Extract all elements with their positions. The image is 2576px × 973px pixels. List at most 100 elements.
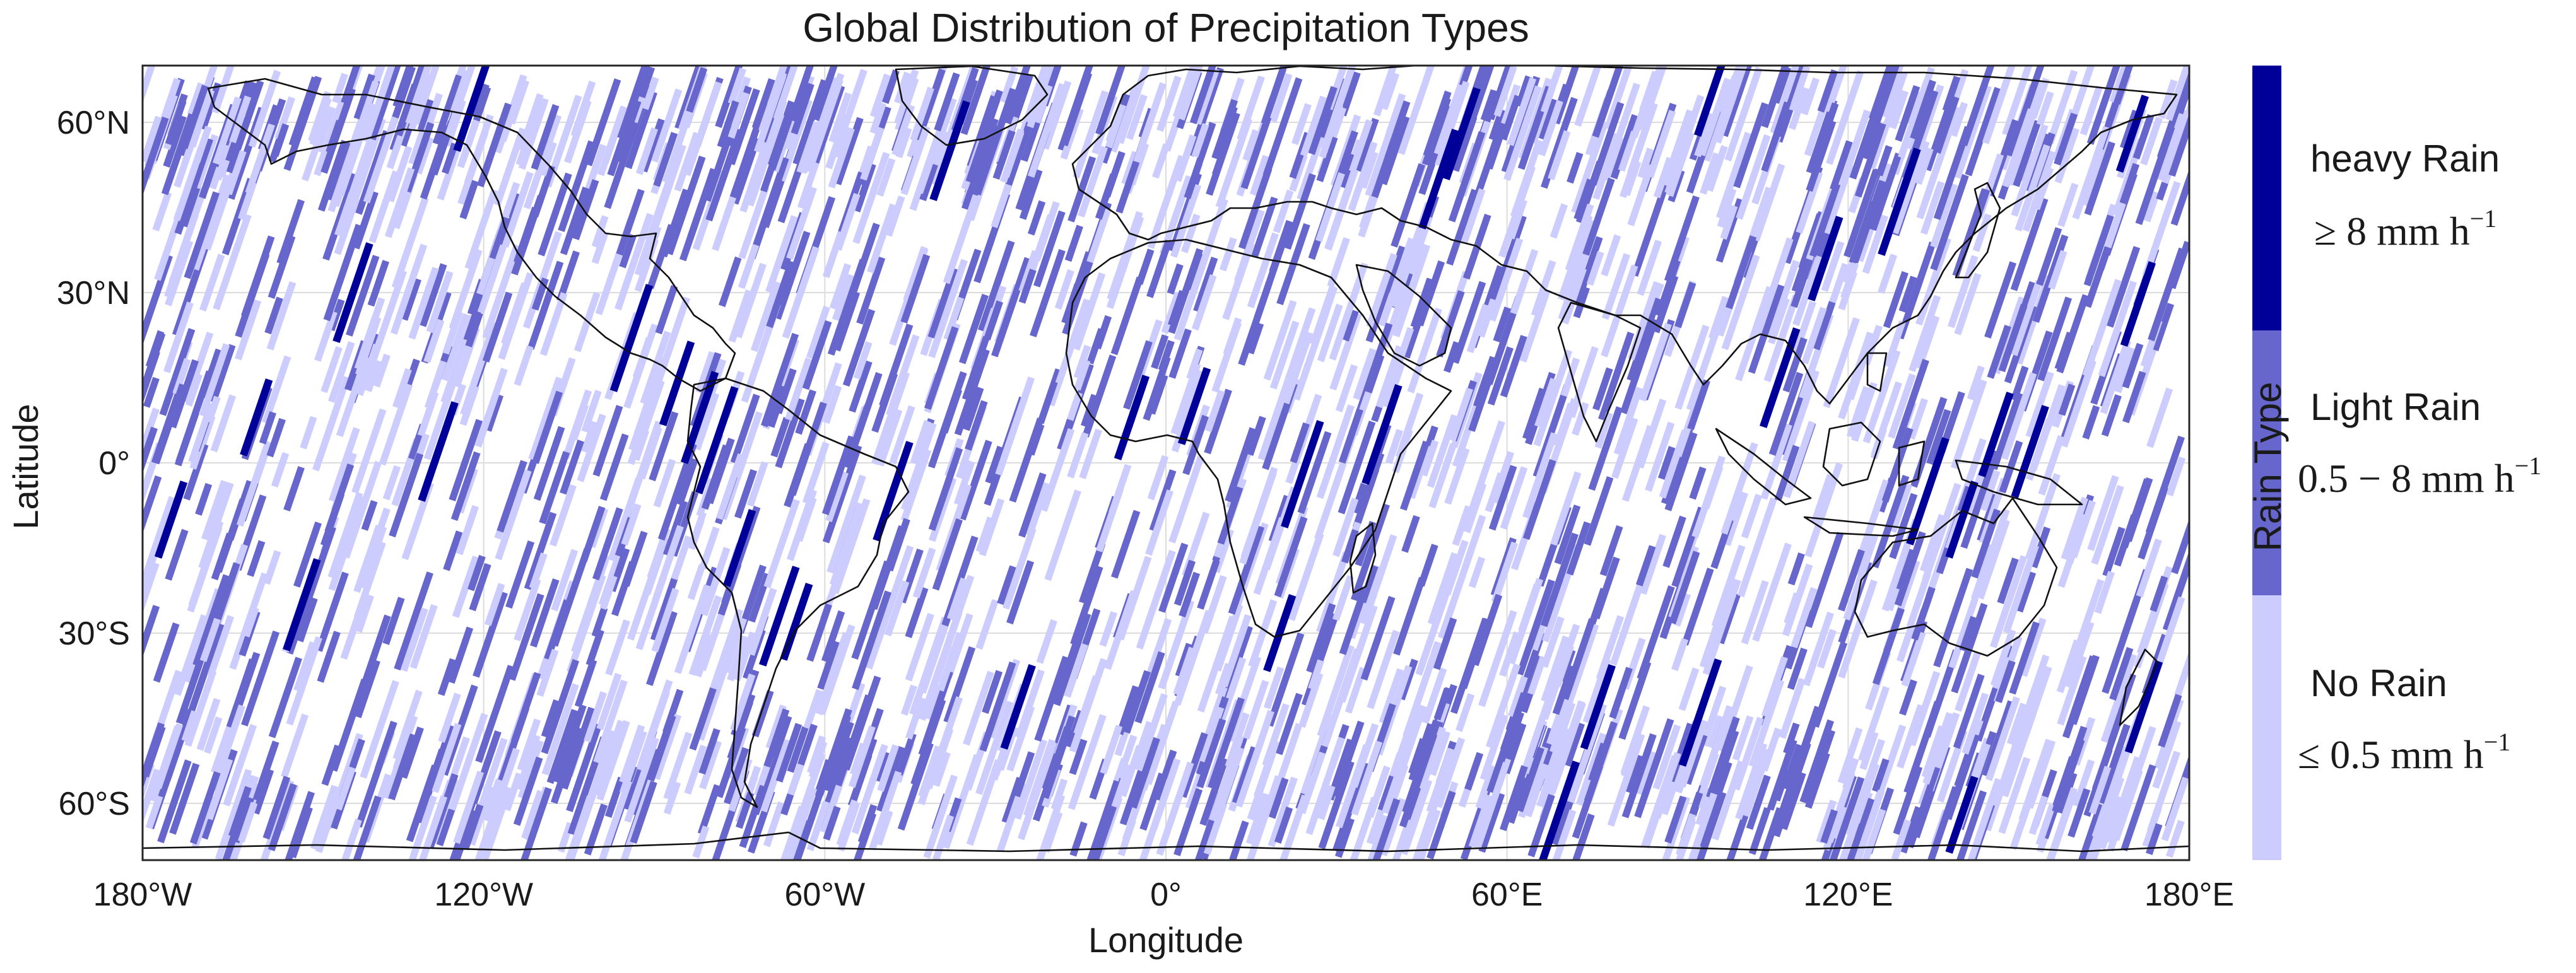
precip-segment xyxy=(727,91,750,139)
precip-segment xyxy=(960,66,991,136)
precip-segment xyxy=(1486,663,1521,749)
precip-segment xyxy=(264,296,283,335)
precip-segment xyxy=(1735,742,1768,820)
precip-segment xyxy=(932,131,952,172)
precip-segment xyxy=(735,262,767,339)
precip-segment xyxy=(869,771,902,851)
precip-segment xyxy=(2025,418,2053,481)
precip-segment xyxy=(1720,204,1738,240)
precip-segment xyxy=(1540,73,1560,114)
precip-segment xyxy=(1263,666,1285,709)
precip-segment xyxy=(680,371,719,464)
precip-segment xyxy=(484,583,505,627)
precip-segment xyxy=(785,787,818,860)
precip-segment xyxy=(1111,764,1132,808)
precip-segment xyxy=(1838,331,1874,420)
precip-segment xyxy=(210,394,237,453)
precip-segment xyxy=(419,263,447,327)
precip-segment xyxy=(199,82,222,131)
precip-segment xyxy=(1582,177,1615,256)
precip-segment xyxy=(1081,393,1098,428)
precip-segment xyxy=(1014,738,1048,820)
precip-segment xyxy=(2132,114,2155,160)
precip-segment xyxy=(1288,532,1324,621)
precip-segment xyxy=(2086,66,2121,145)
precip-segment xyxy=(1433,687,1451,721)
precip-segment xyxy=(616,189,645,256)
precip-segment xyxy=(622,530,648,587)
precip-segment xyxy=(1934,96,1960,154)
precip-segment xyxy=(165,528,189,581)
precip-segment xyxy=(1033,210,1066,288)
precip-segment xyxy=(1618,661,1652,740)
precip-segment xyxy=(1353,347,1377,400)
precip-segment xyxy=(1748,679,1785,767)
precip-segment xyxy=(1773,742,1811,837)
precip-segment xyxy=(1500,335,1527,398)
precip-segment xyxy=(1229,820,1249,860)
precip-segment xyxy=(1444,341,1461,373)
precip-segment xyxy=(943,296,965,341)
precip-segment xyxy=(1306,603,1336,673)
precip-segment xyxy=(437,658,457,696)
precip-segment xyxy=(593,679,628,764)
y-axis-label: Latitude xyxy=(6,404,45,529)
precip-segment xyxy=(730,393,760,464)
precip-segment xyxy=(953,460,975,506)
precip-segment xyxy=(1954,272,1982,335)
precip-segment xyxy=(173,614,208,696)
precip-segment xyxy=(1144,618,1172,682)
no-rain-label: No Rain xyxy=(2310,662,2447,704)
precip-segment xyxy=(1889,90,1909,130)
precip-segment xyxy=(1500,765,1528,831)
precip-segment xyxy=(1266,632,1305,727)
precip-segment xyxy=(773,66,798,120)
precip-segment xyxy=(355,594,374,633)
precip-segment xyxy=(596,752,619,801)
precip-segment xyxy=(1426,790,1456,860)
precip-segment xyxy=(2105,756,2141,844)
precip-segment xyxy=(322,173,358,261)
precip-segment xyxy=(1541,635,1570,702)
precip-segment xyxy=(1985,696,2020,781)
precip-segment xyxy=(2115,95,2149,173)
precip-segment xyxy=(1301,613,1339,706)
japan-coastline xyxy=(1955,182,2001,279)
precip-segment xyxy=(652,525,684,602)
precip-segment xyxy=(187,82,205,116)
precip-segment xyxy=(979,661,1016,752)
precip-segment xyxy=(1279,794,1309,860)
precip-segment xyxy=(1418,726,1446,790)
precip-segment xyxy=(1499,631,1520,677)
precip-segment xyxy=(910,420,931,465)
precip-segment xyxy=(143,66,156,104)
precip-segment xyxy=(1561,267,1587,325)
precip-segment xyxy=(1156,75,1182,132)
precip-segment xyxy=(1799,719,1834,803)
precip-segment xyxy=(2109,646,2134,701)
precip-segment xyxy=(1510,248,1539,315)
precip-segment xyxy=(1550,471,1582,546)
precip-segment xyxy=(591,607,608,638)
precip-segment xyxy=(2113,66,2134,105)
precip-segment xyxy=(703,125,736,202)
y-tick-labels: 60°N 30°N 0° 30°S 60°S xyxy=(57,105,130,822)
precip-segment xyxy=(1806,120,1837,192)
precip-segment xyxy=(934,72,960,132)
precip-segment xyxy=(321,744,341,786)
precip-segment xyxy=(1767,738,1797,811)
precip-segment xyxy=(241,630,280,726)
precip-segment xyxy=(353,73,375,120)
precip-segment xyxy=(1208,697,1245,789)
precip-segment xyxy=(2120,478,2151,549)
precip-segment xyxy=(738,185,770,259)
precip-segment xyxy=(323,223,363,322)
precip-segment xyxy=(327,491,363,579)
precip-segment xyxy=(1197,559,1220,610)
precip-segment xyxy=(1209,735,1244,822)
precip-segment xyxy=(1036,619,1057,664)
precip-segment xyxy=(1920,180,1945,235)
precip-segment xyxy=(1620,318,1659,414)
x-tick-label: 120°E xyxy=(1803,877,1893,913)
precip-segment xyxy=(715,453,744,520)
